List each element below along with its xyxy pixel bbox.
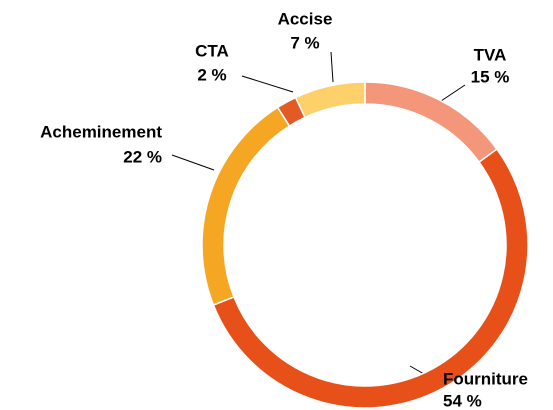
leader-line xyxy=(330,51,334,83)
segment-label: Fourniture xyxy=(443,369,528,388)
leader-line xyxy=(171,154,215,171)
donut-segment xyxy=(364,81,498,164)
segment-value-label: 22 % xyxy=(123,147,162,166)
segment-value-label: 54 % xyxy=(443,391,482,410)
segment-label: TVA xyxy=(474,45,507,64)
leader-line xyxy=(241,75,294,93)
segment-label: Accise xyxy=(278,9,333,28)
segment-value-label: 7 % xyxy=(290,33,319,52)
donut-segment xyxy=(294,81,366,119)
segment-value-label: 2 % xyxy=(197,65,226,84)
donut-segment xyxy=(201,106,291,306)
segment-label: CTA xyxy=(195,41,229,60)
segment-label: Acheminement xyxy=(40,122,162,141)
segment-value-label: 15 % xyxy=(471,67,510,86)
